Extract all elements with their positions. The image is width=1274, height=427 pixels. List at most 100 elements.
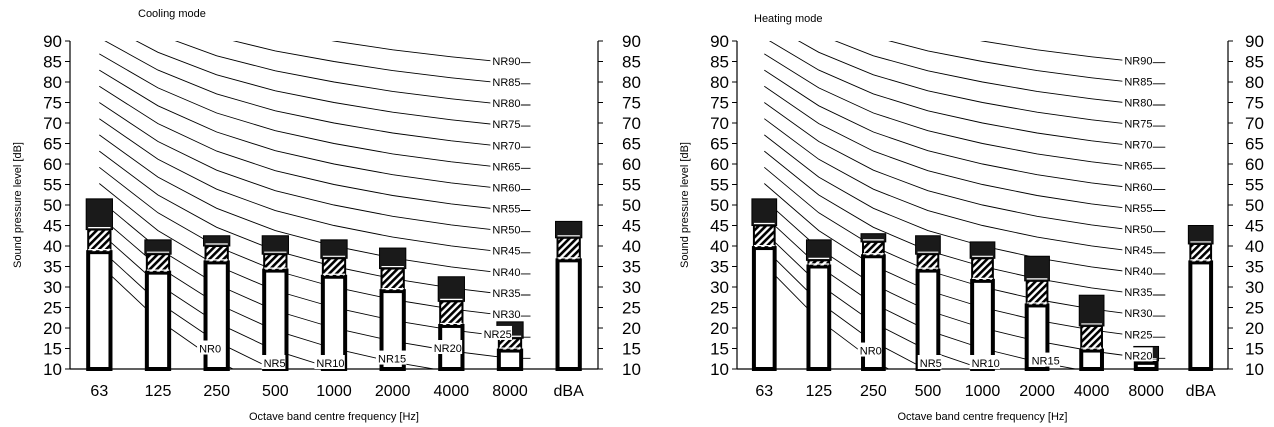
y-tick-label-right: 45 <box>622 217 641 236</box>
bar-top-segment <box>1187 225 1214 245</box>
bar-hatched-segment <box>1025 279 1049 307</box>
bar-dBA <box>555 220 583 372</box>
y-tick-label-right: 85 <box>622 53 641 72</box>
bar-4000 <box>1078 294 1105 371</box>
nr-label: NR45 <box>492 246 520 258</box>
y-tick-label-left: 35 <box>43 258 62 277</box>
bar-hatched-segment <box>87 228 112 254</box>
bar-1000 <box>320 239 348 371</box>
nr-curve <box>764 53 1166 169</box>
bar-hatched-segment <box>971 257 994 282</box>
nr-label-bg <box>1122 347 1153 362</box>
nr-label-bg <box>1122 220 1153 235</box>
y-tick-label-left: 55 <box>710 176 729 195</box>
nr-curve <box>99 69 531 190</box>
y-tick-label-left: 45 <box>43 217 62 236</box>
nr-label-bg <box>314 355 345 369</box>
bar-1000 <box>969 241 996 372</box>
nr-label-bg <box>490 52 521 67</box>
nr-curve <box>797 41 1166 127</box>
nr-label: NR20 <box>1124 350 1152 362</box>
y-tick-label-right: 30 <box>622 278 641 297</box>
nr-label: NR5 <box>920 358 942 370</box>
nr-label: NR25 <box>484 329 512 341</box>
bar-250 <box>860 233 887 371</box>
nr-curve <box>135 41 531 127</box>
nr-label-bg <box>1122 305 1153 320</box>
y-tick-label-right: 20 <box>1245 319 1264 338</box>
x-tick-label: 1000 <box>965 383 1001 400</box>
nr-label-bg <box>490 242 521 257</box>
bar-top-segment <box>555 220 583 239</box>
nr-label-bg <box>1122 136 1153 151</box>
y-tick-label-left: 40 <box>710 237 729 256</box>
nr-curve <box>888 41 1166 85</box>
y-tick-label-right: 20 <box>622 319 641 338</box>
y-tick-label-right: 65 <box>1245 135 1264 154</box>
nr-label: NR65 <box>492 161 520 173</box>
y-tick-label-right: 90 <box>1245 32 1264 51</box>
bar-body <box>806 264 832 371</box>
y-tick-label-left: 55 <box>43 176 62 195</box>
y-tick-label-left: 30 <box>43 278 62 297</box>
nr-label: NR35 <box>492 288 520 300</box>
bar-top-segment <box>261 235 289 255</box>
nr-label: NR50 <box>1124 224 1152 236</box>
y-tick-label-right: 15 <box>1245 340 1264 359</box>
bar-hatched-segment <box>1080 324 1103 352</box>
nr-curve <box>98 264 234 369</box>
y-tick-label-left: 60 <box>710 155 729 174</box>
bar-top-segment <box>85 198 113 231</box>
nr-label: NR25 <box>1124 329 1152 341</box>
x-tick-label: 8000 <box>1128 383 1164 400</box>
x-tick-label: 125 <box>145 383 172 400</box>
bar-dBA <box>1187 225 1214 371</box>
nr-curve <box>99 118 531 254</box>
nr-label-bg <box>490 263 521 278</box>
nr-label: NR80 <box>492 98 520 110</box>
nr-curve <box>99 85 531 211</box>
nr-label: NR15 <box>378 354 406 366</box>
nr-label: NR10 <box>316 358 344 370</box>
nr-label-bg <box>1122 94 1153 109</box>
y-tick-label-right: 85 <box>1245 53 1264 72</box>
bar-top-segment <box>1024 255 1050 282</box>
bar-hatched-segment <box>380 267 405 293</box>
y-tick-label-right: 35 <box>1245 258 1264 277</box>
y-axis-label: Sound pressure level [dB] <box>679 142 691 268</box>
nr-label-bg <box>261 355 286 369</box>
bar-body <box>751 246 777 371</box>
nr-curve <box>764 69 1166 190</box>
y-tick-label-right: 40 <box>1245 237 1264 256</box>
y-tick-label-left: 75 <box>43 94 62 113</box>
y-tick-label-left: 85 <box>710 53 729 72</box>
nr-curve <box>99 53 531 169</box>
nr-curve <box>763 247 927 369</box>
nr-label: NR75 <box>1124 119 1152 131</box>
y-tick-label-left: 20 <box>43 319 62 338</box>
y-tick-label-left: 65 <box>43 135 62 154</box>
y-tick-label-left: 45 <box>710 217 729 236</box>
x-tick-label: 1000 <box>316 383 352 400</box>
bar-top-segment <box>1078 294 1105 327</box>
nr-curve <box>768 41 1166 148</box>
y-tick-label-left: 40 <box>43 237 62 256</box>
y-tick-label-left: 20 <box>710 319 729 338</box>
y-tick-label-left: 10 <box>710 360 729 379</box>
y-tick-label-right: 80 <box>622 73 641 92</box>
chart-title: Cooling mode <box>138 8 206 20</box>
nr-label-bg <box>490 116 521 131</box>
x-tick-label: 2000 <box>375 383 411 400</box>
nr-label: NR50 <box>492 225 520 237</box>
nr-label-bg <box>917 355 942 369</box>
y-tick-label-right: 80 <box>1245 73 1264 92</box>
y-tick-label-right: 50 <box>622 196 641 215</box>
y-tick-label-right: 15 <box>622 340 641 359</box>
y-tick-label-left: 30 <box>710 278 729 297</box>
nr-curve <box>764 118 1166 254</box>
x-tick-label: dBA <box>554 383 585 400</box>
nr-label-bg <box>490 95 521 110</box>
bar-hatched-segment <box>556 236 581 262</box>
nr-label: NR40 <box>492 267 520 279</box>
